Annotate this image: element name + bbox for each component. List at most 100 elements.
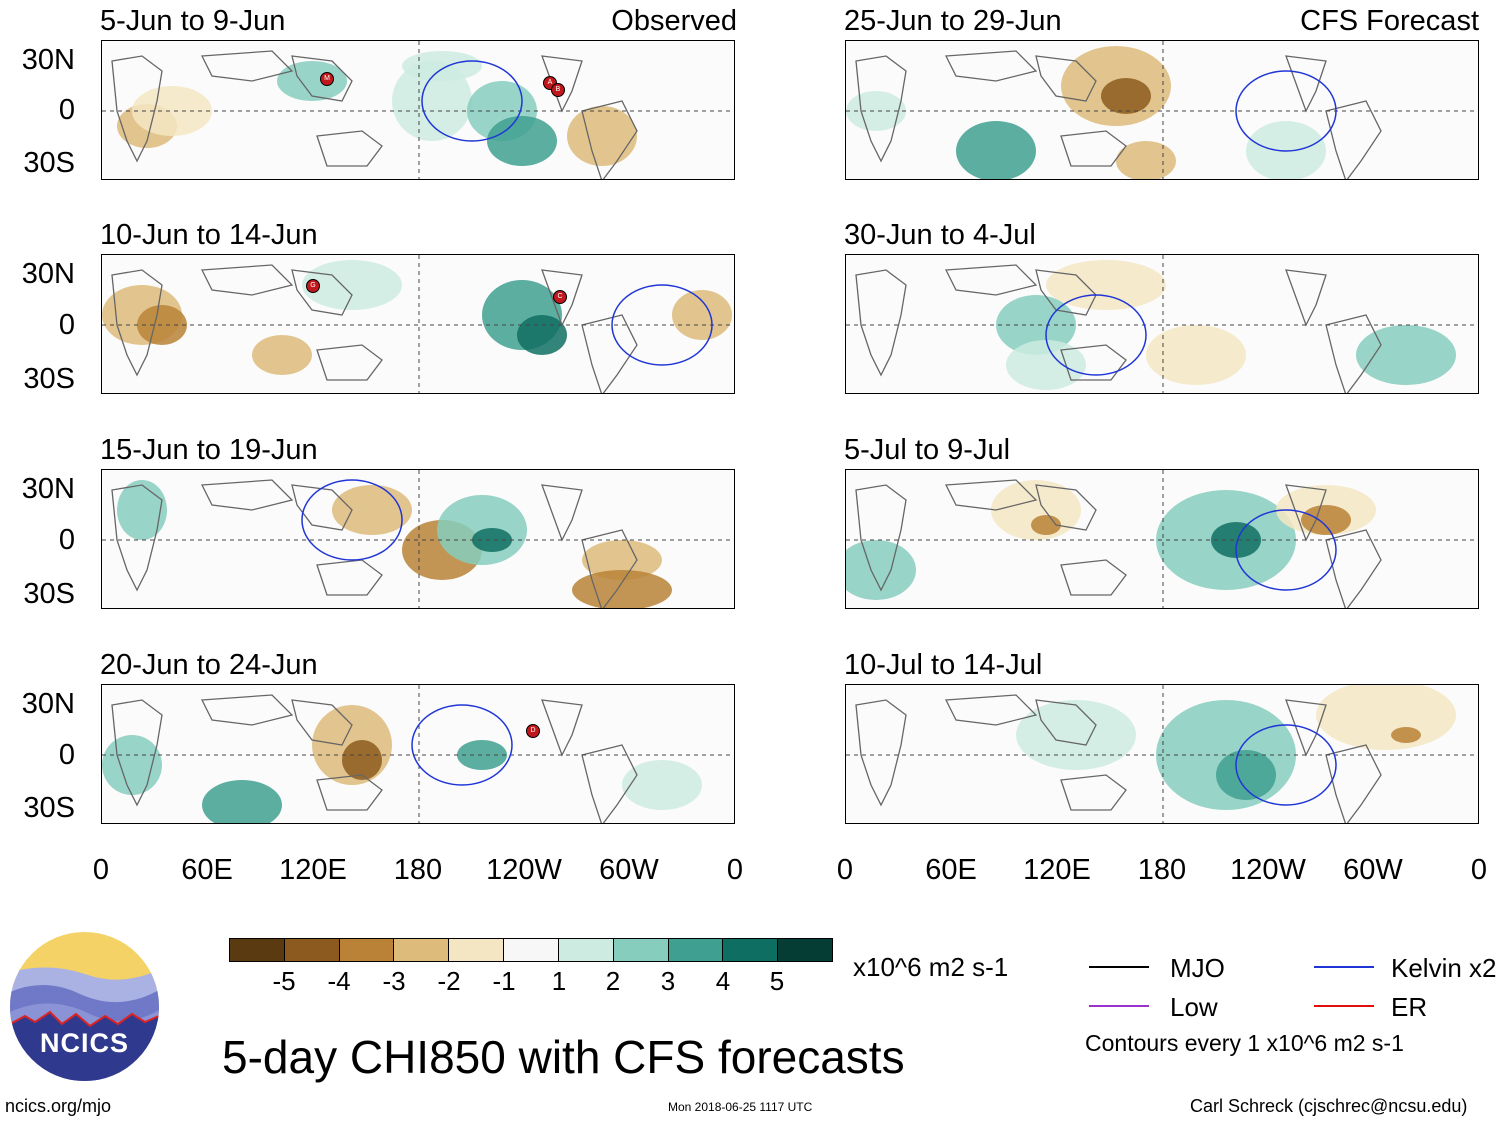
storm-marker-icon: B <box>551 83 565 97</box>
coastline <box>1060 774 1127 811</box>
lat-label-eq: 0 <box>58 524 75 556</box>
anomaly-shading <box>1006 340 1086 390</box>
coastline <box>855 55 907 163</box>
coastline <box>855 699 907 807</box>
logo-text: NCICS <box>39 1028 129 1058</box>
anomaly-shading <box>302 260 402 310</box>
colorbar-tick: 5 <box>769 966 785 996</box>
colorbar-tick: 1 <box>551 966 567 996</box>
lat-label-eq: 0 <box>58 739 75 771</box>
kelvin-contour <box>1235 724 1337 806</box>
map-panel-1 <box>101 40 735 180</box>
coastline <box>200 694 294 726</box>
legend-label-kelvin: Kelvin x2 <box>1391 953 1497 983</box>
coastline <box>1325 744 1382 823</box>
coastline <box>581 314 638 393</box>
anomaly-shading <box>956 121 1036 179</box>
lon-label: 0 <box>1470 854 1488 886</box>
kelvin-contour <box>1235 509 1337 591</box>
anomaly-shading <box>567 106 637 166</box>
lon-label: 120W <box>486 854 562 886</box>
lat-label-30s: 30S <box>23 147 75 179</box>
lat-label-30s: 30S <box>23 363 75 395</box>
colorbar-swatch <box>230 939 285 961</box>
colorbar-swatch <box>504 939 559 961</box>
map-panel-5 <box>845 40 1479 180</box>
anomaly-shading <box>1301 505 1351 535</box>
coastline <box>1060 559 1127 596</box>
colorbar-swatch <box>613 939 669 961</box>
colorbar-tick: -2 <box>437 966 461 996</box>
coastline <box>1325 529 1382 608</box>
lat-label-30n: 30N <box>21 258 75 290</box>
author: Carl Schreck (cjschrec@ncsu.edu) <box>1190 1096 1468 1116</box>
colorbar-tick: 2 <box>605 966 621 996</box>
coastline <box>291 55 353 102</box>
anomaly-shading <box>1211 522 1261 558</box>
legend-label-mjo: MJO <box>1170 953 1225 983</box>
map-panel-8 <box>845 684 1479 824</box>
coastline <box>1285 699 1327 757</box>
coastline <box>111 484 163 592</box>
anomaly-shading <box>1391 727 1421 743</box>
coastline <box>1285 55 1327 113</box>
map-panel-4 <box>101 684 735 824</box>
coastline <box>1060 344 1127 381</box>
panel-1-date: 5-Jun to 9-Jun <box>100 5 286 37</box>
coastline <box>581 529 638 608</box>
anomaly-shading <box>1216 750 1276 800</box>
anomaly-shading <box>1046 260 1166 310</box>
coastline <box>1035 484 1097 531</box>
coastline <box>291 699 353 746</box>
colorbar-tick: -5 <box>272 966 296 996</box>
anomaly-shading <box>202 780 282 823</box>
lon-label: 60E <box>181 854 233 886</box>
colorbar-tick: -4 <box>327 966 351 996</box>
coastline <box>111 269 163 377</box>
storm-marker-icon: G <box>306 279 320 293</box>
contour-note: Contours every 1 x10^6 m2 s-1 <box>1085 1030 1404 1056</box>
storm-marker-icon: M <box>320 72 334 86</box>
lat-label-30n: 30N <box>21 473 75 505</box>
lon-label: 120E <box>1023 854 1091 886</box>
anomaly-shading <box>1316 685 1456 750</box>
anomaly-shading <box>1146 325 1246 385</box>
colorbar-swatch <box>723 939 779 961</box>
coastline <box>200 50 294 82</box>
kelvin-contour <box>421 60 523 142</box>
legend-swatch-kelvin <box>1314 966 1374 968</box>
coastline <box>855 269 907 377</box>
coastline <box>541 484 583 542</box>
anomaly-shading <box>487 116 557 166</box>
anomaly-shading <box>472 528 512 552</box>
legend-swatch-mjo <box>1089 966 1149 968</box>
coastline <box>291 269 353 316</box>
lat-label-eq: 0 <box>58 94 75 126</box>
coastline <box>1325 100 1382 179</box>
lat-label-30s: 30S <box>23 578 75 610</box>
anomaly-shading <box>582 540 662 580</box>
coastline <box>1325 314 1382 393</box>
anomaly-shading <box>392 61 472 141</box>
ncics-logo: NCICS <box>10 932 159 1081</box>
coastline <box>1035 699 1097 746</box>
lon-label: 60E <box>925 854 977 886</box>
anomaly-shading <box>572 570 672 608</box>
coastline <box>1035 55 1097 102</box>
source-url: ncics.org/mjo <box>5 1096 112 1116</box>
anomaly-shading <box>402 51 482 81</box>
coastline <box>944 694 1038 726</box>
lon-label: 120W <box>1230 854 1306 886</box>
lon-label: 60W <box>599 854 659 886</box>
anomaly-shading <box>102 735 162 795</box>
coastline <box>200 264 294 296</box>
lat-label-eq: 0 <box>58 309 75 341</box>
map-panel-6 <box>845 254 1479 394</box>
anomaly-shading <box>1246 121 1326 179</box>
anomaly-shading <box>252 335 312 375</box>
colorbar-swatch <box>558 939 614 961</box>
storm-marker-icon: C <box>553 290 567 304</box>
anomaly-shading <box>342 740 382 780</box>
coastline <box>111 55 163 163</box>
map-panel-3 <box>101 469 735 609</box>
